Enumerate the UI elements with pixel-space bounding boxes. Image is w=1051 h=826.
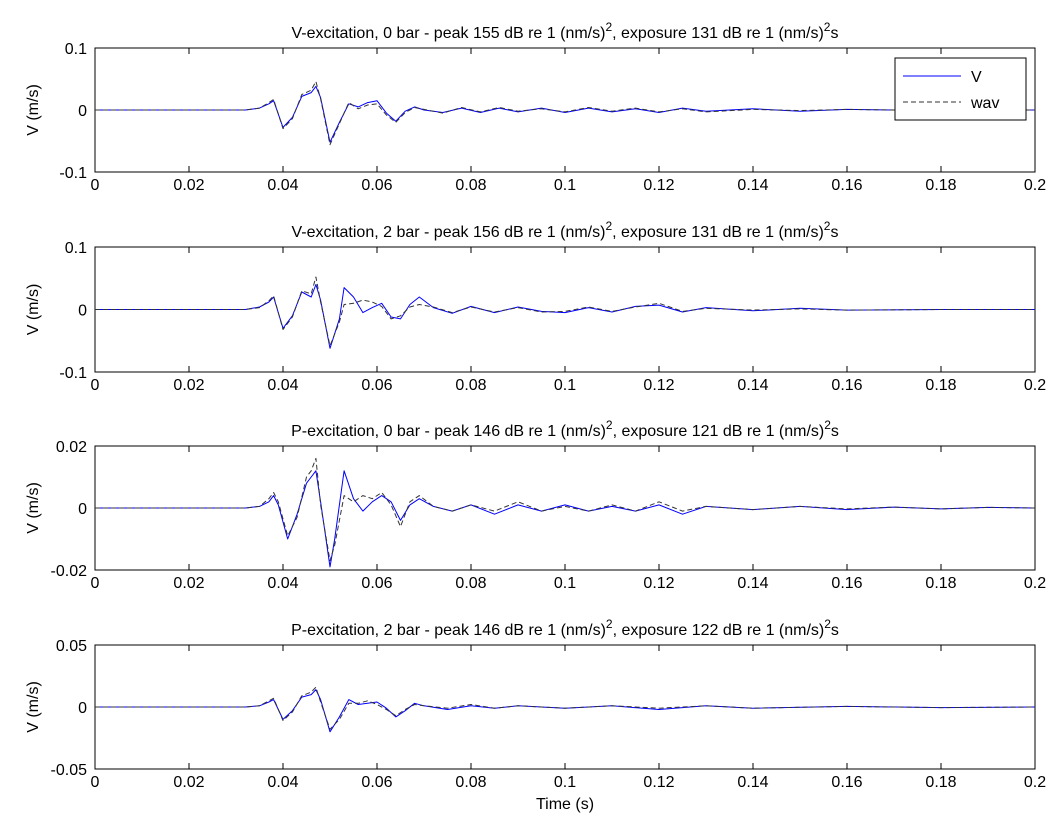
x-tick-label: 0.08 [455, 177, 486, 194]
series-line-V [95, 689, 1035, 733]
y-tick-label: 0.05 [56, 638, 87, 655]
x-tick-label: 0.04 [267, 575, 298, 592]
y-axis-label: V (m/s) [25, 482, 42, 534]
x-tick-label: 0.02 [173, 575, 204, 592]
y-tick-label: 0.1 [65, 41, 87, 58]
y-tick-label: 0 [78, 501, 87, 518]
y-axis-label: V (m/s) [25, 284, 42, 336]
subplot-title: P-excitation, 2 bar - peak 146 dB re 1 (… [291, 617, 839, 639]
series-line-wav [95, 81, 1035, 146]
x-tick-label: 0 [91, 575, 100, 592]
subplot-4: 0 0.02 0.04 0.06 0.08 0.1 0.12 0.14 0.16 0.18 0.2 -… [25, 617, 1046, 813]
x-tick-label: 0.16 [831, 774, 862, 791]
x-tick-label: 0.18 [925, 377, 956, 394]
y-tick-label: 0.1 [65, 240, 87, 257]
subplot-title: P-excitation, 0 bar - peak 146 dB re 1 (… [291, 418, 839, 440]
x-tick-label: 0.2 [1024, 575, 1046, 592]
x-tick-label: 0 [91, 774, 100, 791]
x-tick-label: 0.18 [925, 774, 956, 791]
x-tick-label: 0.2 [1024, 774, 1046, 791]
series-line-wav [95, 276, 1035, 347]
y-tick-label: 0.02 [56, 439, 87, 456]
x-tick-label: 0.1 [554, 575, 576, 592]
x-tick-label: 0.12 [643, 774, 674, 791]
y-tick-label: 0 [78, 303, 87, 320]
x-tick-label: 0.02 [173, 774, 204, 791]
x-tick-label: 0.16 [831, 575, 862, 592]
x-tick-label: 0.06 [361, 177, 392, 194]
y-tick-label: -0.05 [51, 762, 88, 779]
y-axis-label: V (m/s) [25, 84, 42, 136]
x-axis-label: Time (s) [536, 796, 594, 813]
x-tick-label: 0.14 [737, 575, 768, 592]
x-tick-label: 0.02 [173, 177, 204, 194]
x-tick-label: 0.06 [361, 774, 392, 791]
x-tick-label: 0.14 [737, 774, 768, 791]
y-tick-label: -0.02 [51, 563, 88, 580]
x-tick-label: 0.08 [455, 575, 486, 592]
x-tick-label: 0.06 [361, 575, 392, 592]
x-tick-label: 0.06 [361, 377, 392, 394]
x-tick-label: 0.02 [173, 377, 204, 394]
series-line-wav [95, 686, 1035, 730]
series-line-wav [95, 457, 1035, 562]
x-tick-label: 0 [91, 177, 100, 194]
x-tick-label: 0.18 [925, 575, 956, 592]
x-tick-label: 0.1 [554, 377, 576, 394]
y-tick-label: 0 [78, 700, 87, 717]
x-tick-label: 0.1 [554, 177, 576, 194]
x-tick-label: 0.16 [831, 177, 862, 194]
legend-label: V [971, 69, 982, 86]
x-tick-label: 0.14 [737, 177, 768, 194]
x-tick-label: 0.12 [643, 575, 674, 592]
x-tick-label: 0.12 [643, 177, 674, 194]
x-tick-label: 0.1 [554, 774, 576, 791]
x-tick-label: 0.2 [1024, 377, 1046, 394]
x-tick-label: 0.18 [925, 177, 956, 194]
subplot-title: V-excitation, 0 bar - peak 155 dB re 1 (… [292, 20, 839, 42]
x-tick-label: 0.08 [455, 774, 486, 791]
x-tick-label: 0.04 [267, 377, 298, 394]
y-tick-label: -0.1 [59, 365, 87, 382]
x-tick-label: 0.04 [267, 177, 298, 194]
subplot-title: V-excitation, 2 bar - peak 156 dB re 1 (… [292, 219, 839, 241]
legend-box [894, 57, 1027, 121]
x-tick-label: 0.2 [1024, 177, 1046, 194]
x-tick-label: 0.14 [737, 377, 768, 394]
x-tick-label: 0.04 [267, 774, 298, 791]
x-tick-label: 0.16 [831, 377, 862, 394]
x-tick-label: 0 [91, 377, 100, 394]
subplot-1: 0 0.02 0.04 0.06 0.08 0.1 0.12 0.14 0.16 0.18 0.2 -… [25, 20, 1046, 194]
x-tick-label: 0.08 [455, 377, 486, 394]
y-tick-label: 0 [78, 103, 87, 120]
y-axis-label: V (m/s) [25, 681, 42, 733]
y-tick-label: -0.1 [59, 165, 87, 182]
subplot-3: 0 0.02 0.04 0.06 0.08 0.1 0.12 0.14 0.16 0.18 0.2 -… [25, 418, 1046, 592]
subplot-2: 0 0.02 0.04 0.06 0.08 0.1 0.12 0.14 0.16 0.18 0.2 -… [25, 219, 1046, 394]
x-tick-label: 0.12 [643, 377, 674, 394]
legend-label: wav [970, 95, 999, 112]
